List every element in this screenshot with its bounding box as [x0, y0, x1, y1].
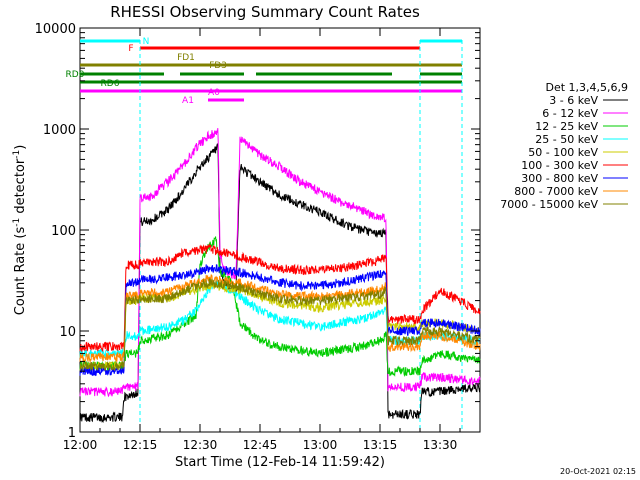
flag-bar-label: F [128, 44, 133, 54]
x-tick-label: 13:30 [423, 438, 458, 452]
y-tick-label: 100 [51, 224, 76, 239]
series-line [79, 264, 481, 377]
y-tick-label: 10 [59, 325, 76, 340]
flag-bar-label: N [143, 37, 150, 47]
legend-label: 100 - 300 keV [521, 159, 598, 172]
flag-bar-label: RD6 [101, 79, 120, 89]
x-tick-label: 12:00 [63, 438, 98, 452]
flag-bar-label: FD3 [209, 61, 227, 71]
flag-bars: NF FD1 FD3 RD0 RD6 A1 A0 [66, 37, 462, 106]
chart-title: RHESSI Observing Summary Count Rates [110, 3, 420, 21]
legend-label: 300 - 800 keV [521, 172, 598, 185]
legend-label: 800 - 7000 keV [514, 185, 598, 198]
series-line [79, 128, 481, 398]
timestamp: 20-Oct-2021 02:15 [560, 467, 636, 476]
x-axis-label: Start Time (12-Feb-14 11:59:42) [175, 455, 385, 470]
legend-label: 25 - 50 keV [535, 133, 598, 146]
y-tick-label: 10000 [35, 22, 76, 37]
legend-label: 7000 - 15000 keV [500, 198, 598, 211]
x-axis: 12:00 12:15 12:30 12:45 13:00 13:15 13:30 [63, 28, 481, 452]
series-line [79, 277, 481, 372]
y-axis: 1 10 100 1000 10000 [35, 22, 480, 441]
y-tick-label: 1 [68, 426, 76, 441]
series-line [79, 274, 481, 363]
y-axis-label: Count Rate (s-1 detector-1) [12, 145, 28, 316]
series-line [79, 236, 481, 378]
plot-area: NF FD1 FD3 RD0 RD6 A1 A0 [66, 27, 481, 433]
legend-label: 6 - 12 keV [542, 107, 598, 120]
x-tick-label: 12:15 [123, 438, 158, 452]
series-layer [79, 128, 481, 424]
flag-bar-label: FD1 [177, 53, 195, 63]
legend-label: 12 - 25 keV [535, 120, 598, 133]
y-tick-label: 1000 [43, 123, 76, 138]
series-line [79, 143, 481, 424]
legend-title: Det 1,3,4,5,6,9 [545, 81, 628, 94]
flag-bar-label: A1 [182, 96, 194, 106]
x-tick-label: 13:00 [303, 438, 338, 452]
flag-bar-label: RD0 [66, 70, 85, 80]
legend-label: 3 - 6 keV [549, 94, 598, 107]
series-line [79, 243, 481, 353]
x-tick-label: 13:15 [363, 438, 398, 452]
x-tick-label: 12:45 [243, 438, 278, 452]
legend-label: 50 - 100 keV [528, 146, 598, 159]
x-tick-label: 12:30 [183, 438, 218, 452]
flag-bar-label: A0 [208, 88, 220, 98]
